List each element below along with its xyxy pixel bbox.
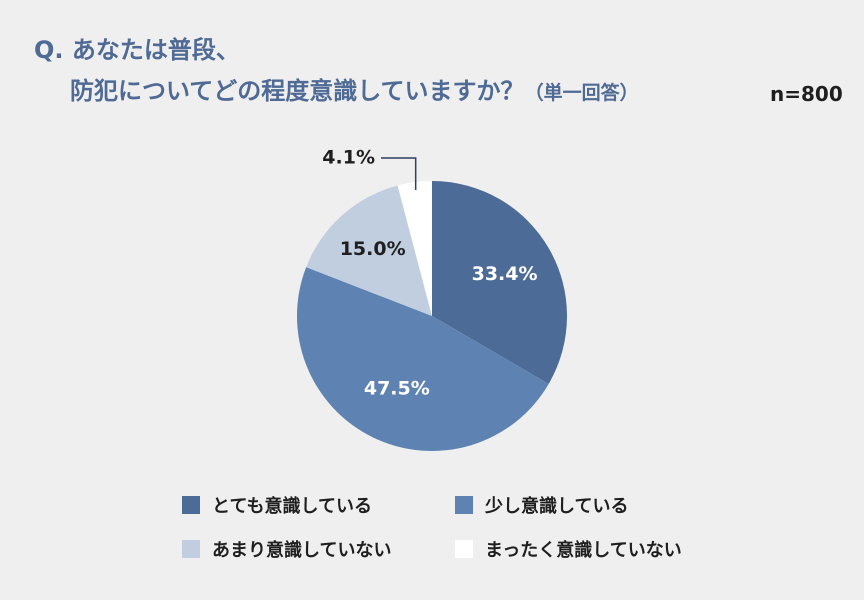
pie-slice-not-at-all-conscious: [397, 181, 432, 316]
leader-line-not-at-all-conscious: [381, 157, 417, 191]
pie-slice-very-conscious: [432, 181, 567, 384]
legend-label: とても意識している: [212, 496, 373, 517]
legend-swatch: [455, 496, 473, 514]
legend-swatch: [182, 496, 200, 514]
pie-slice-not-very-conscious: [306, 185, 432, 316]
legend-swatch: [455, 540, 473, 558]
title-line-1: Q. あなたは普段、: [34, 36, 240, 64]
title-line-2: 防犯についてどの程度意識していますか？（単一回答）: [34, 71, 639, 114]
legend-item-not-very-conscious: あまり意識していない: [182, 536, 391, 562]
legend-label: 少し意識している: [485, 496, 629, 517]
sample-size: n=800: [770, 82, 843, 106]
legend-item-somewhat-conscious: 少し意識している: [455, 492, 628, 518]
legend-label: あまり意識していない: [212, 540, 392, 561]
legend-label: まったく意識していない: [485, 540, 682, 561]
pie-slice-somewhat-conscious: [297, 267, 549, 451]
legend-swatch: [182, 540, 200, 558]
legend-item-very-conscious: とても意識している: [182, 492, 372, 518]
data-label-very-conscious: 33.4%: [472, 263, 538, 285]
legend-item-not-at-all-conscious: まったく意識していない: [455, 536, 682, 562]
chart-title: Q. あなたは普段、 防犯についてどの程度意識していますか？（単一回答）: [34, 30, 639, 114]
data-label-somewhat-conscious: 47.5%: [364, 377, 430, 399]
data-label-not-very-conscious: 15.0%: [340, 238, 406, 260]
title-answer-note: （単一回答）: [524, 82, 639, 104]
data-label-not-at-all-conscious: 4.1%: [322, 147, 375, 169]
title-question: 防犯についてどの程度意識していますか？: [70, 77, 525, 105]
